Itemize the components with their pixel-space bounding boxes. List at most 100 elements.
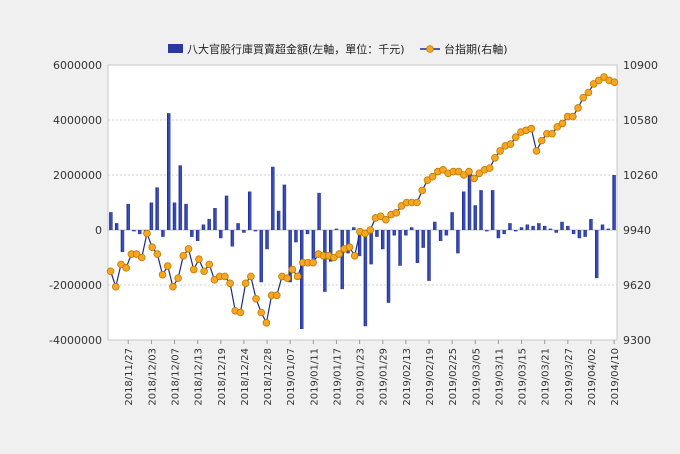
bar bbox=[473, 205, 478, 230]
bar bbox=[415, 230, 420, 263]
line-point bbox=[148, 243, 156, 251]
bar bbox=[600, 224, 605, 230]
x-tick-label: 2019/03/11 bbox=[494, 348, 505, 406]
line-point bbox=[553, 123, 562, 131]
line-point bbox=[174, 274, 182, 282]
bar bbox=[340, 230, 344, 290]
line-point bbox=[132, 250, 141, 258]
bar bbox=[502, 230, 506, 235]
line-point bbox=[273, 291, 281, 300]
right-tick-label: 10900 bbox=[623, 59, 658, 72]
bar bbox=[519, 227, 524, 230]
right-tick-label: 10260 bbox=[623, 169, 658, 182]
bar bbox=[178, 165, 183, 230]
bar bbox=[537, 223, 541, 230]
line-point bbox=[610, 78, 619, 86]
bar bbox=[392, 230, 397, 236]
line-point bbox=[537, 136, 546, 145]
line-point bbox=[137, 253, 146, 262]
line-point bbox=[106, 267, 115, 276]
line-point bbox=[558, 119, 567, 128]
bar bbox=[207, 219, 211, 230]
bar bbox=[357, 230, 362, 257]
bar bbox=[456, 230, 460, 254]
bar bbox=[242, 230, 246, 233]
x-tick-label: 2019/02/25 bbox=[448, 348, 459, 406]
x-tick-label: 2018/12/13 bbox=[194, 348, 205, 406]
x-tick-label: 2018/12/24 bbox=[240, 348, 251, 406]
line-point bbox=[382, 215, 390, 224]
bar bbox=[236, 223, 240, 230]
bar bbox=[566, 225, 570, 230]
line-point bbox=[293, 272, 302, 281]
plot-area bbox=[107, 64, 618, 341]
line-point bbox=[423, 176, 432, 184]
bar bbox=[213, 208, 217, 230]
line-point bbox=[366, 226, 375, 234]
bar bbox=[265, 230, 269, 250]
bar bbox=[294, 230, 298, 243]
legend-line-marker bbox=[426, 45, 434, 53]
bar bbox=[606, 228, 611, 230]
bar bbox=[496, 230, 501, 239]
bar bbox=[253, 230, 258, 232]
bar bbox=[560, 221, 564, 230]
line-point bbox=[496, 147, 504, 155]
line-point bbox=[491, 154, 499, 162]
bar bbox=[334, 228, 339, 230]
bar bbox=[346, 230, 350, 254]
bar bbox=[352, 227, 356, 230]
legend-line-label: 台指期(右軸) bbox=[444, 42, 508, 56]
x-tick-label: 2019/03/15 bbox=[518, 348, 529, 406]
line-series bbox=[106, 73, 619, 327]
x-tick-label: 2019/01/23 bbox=[356, 348, 367, 406]
line-point bbox=[200, 267, 208, 276]
line-point bbox=[574, 104, 582, 112]
line-point bbox=[485, 164, 494, 172]
line-point bbox=[262, 319, 271, 327]
bar-series bbox=[109, 113, 616, 329]
bar bbox=[525, 224, 530, 230]
x-tick-label: 2019/01/29 bbox=[379, 348, 390, 406]
line-point bbox=[205, 260, 214, 269]
line-point bbox=[418, 186, 427, 195]
bar bbox=[461, 191, 466, 230]
right-tick-label: 9940 bbox=[623, 224, 651, 237]
line-point bbox=[532, 147, 541, 155]
legend-bar-label: 八大官股行庫買賣超金額(左軸，單位：千元) bbox=[187, 42, 405, 56]
bar bbox=[190, 230, 194, 237]
line-point bbox=[465, 167, 473, 176]
line-point bbox=[527, 124, 536, 133]
right-tick-label: 9620 bbox=[623, 279, 651, 292]
x-tick-label: 2019/01/07 bbox=[286, 348, 297, 406]
bar bbox=[259, 230, 264, 283]
x-tick-label: 2019/03/21 bbox=[541, 348, 552, 406]
line-point bbox=[122, 264, 130, 272]
line-point bbox=[569, 112, 577, 121]
line-point bbox=[459, 171, 468, 179]
x-axis: 2018/11/27 2018/12/03 2018/12/07 2018/12/13… bbox=[124, 340, 621, 406]
line-point bbox=[309, 258, 317, 267]
line-point bbox=[439, 166, 447, 174]
line-point bbox=[111, 282, 120, 291]
right-tick-label: 9300 bbox=[623, 334, 651, 347]
bar bbox=[398, 230, 402, 266]
x-tick-label: 2019/02/19 bbox=[425, 348, 436, 406]
x-tick-label: 2018/12/19 bbox=[217, 348, 228, 406]
bar bbox=[375, 230, 379, 237]
bar bbox=[195, 230, 200, 241]
x-tick-label: 2019/02/13 bbox=[402, 348, 413, 406]
bar bbox=[305, 230, 310, 235]
bar bbox=[271, 166, 275, 230]
line-point bbox=[210, 276, 219, 284]
bar bbox=[311, 230, 316, 259]
line-point bbox=[589, 80, 598, 88]
bar bbox=[184, 203, 188, 230]
bar bbox=[548, 228, 553, 230]
bar bbox=[583, 230, 587, 237]
bar bbox=[427, 230, 431, 281]
line-point bbox=[257, 308, 266, 317]
bar bbox=[450, 212, 454, 230]
line-point bbox=[428, 172, 437, 181]
